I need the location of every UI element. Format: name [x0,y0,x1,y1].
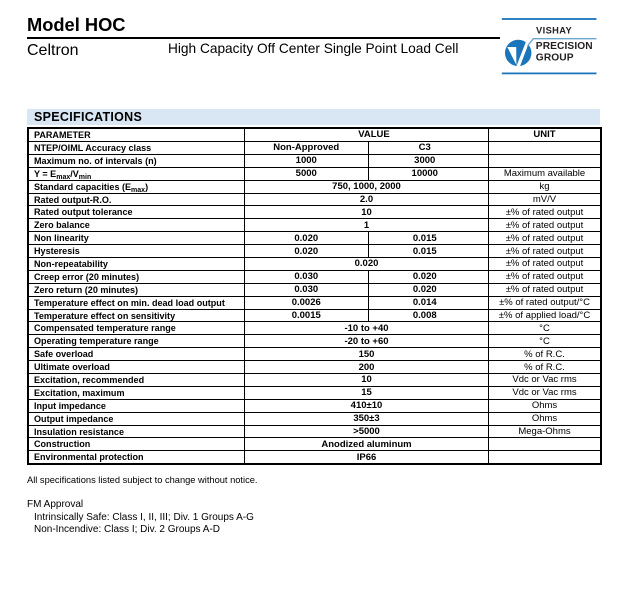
svg-text:VISHAY: VISHAY [536,26,573,36]
svg-text:GROUP: GROUP [536,53,574,64]
svg-text:PRECISION: PRECISION [536,41,593,52]
